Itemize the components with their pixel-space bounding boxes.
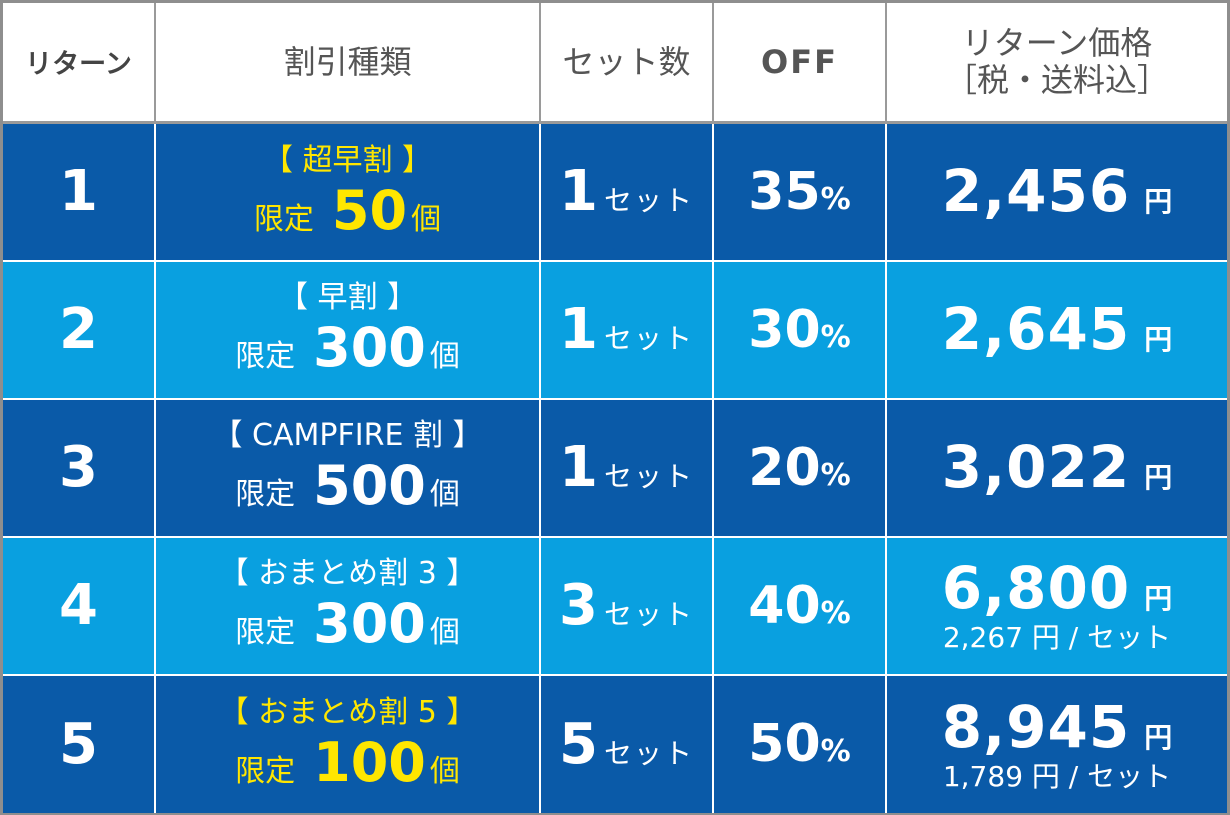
table-row: 2 【 早割 】 限定 300 個 1 セット 30% 2,645 円 [3,259,1227,399]
return-number: 5 [3,673,155,813]
off-cell: 20% [712,397,886,537]
set-count-cell: 1 セット [539,397,713,537]
set-count: 3 [559,573,598,638]
limit-count: 300 [313,316,426,380]
discount-name: 【 おまとめ割 5 】 [218,694,477,730]
return-price-table: リターン 割引種類 セット数 OFF リターン価格 ［税・送料込］ 1 【 超早… [3,3,1227,813]
set-count-cell: 1 セット [539,121,713,261]
header-return-price-note: ［税・送料込］ [944,61,1169,99]
table-row: 1 【 超早割 】 限定 50 個 1 セット 35% 2,456 円 [3,121,1227,261]
discount-type-cell: 【 早割 】 限定 300 個 [154,259,540,399]
limit-info: 限定 100 個 [235,730,460,794]
limit-count: 50 [331,178,408,242]
price-value: 2,456 [941,157,1131,226]
limit-info: 限定 300 個 [235,592,460,656]
limit-info: 限定 50 個 [253,178,442,242]
price-value: 8,945 [941,692,1131,761]
table-row: 4 【 おまとめ割 3 】 限定 300 個 3 セット 40% 6,800 円 2,26… [3,535,1227,675]
return-number: 4 [3,535,155,675]
price-value: 2,645 [941,295,1131,364]
discount-name: 【 CAMPFIRE 割 】 [212,418,483,454]
off-cell: 40% [712,535,886,675]
off-percent: 20 [748,437,821,498]
limit-count: 100 [313,730,426,794]
off-cell: 30% [712,259,886,399]
set-count: 1 [559,159,598,225]
table-row: 5 【 おまとめ割 5 】 限定 100 個 5 セット 50% 8,945 円 1,78… [3,673,1227,813]
limit-info: 限定 500 個 [235,454,460,518]
limit-count: 300 [313,592,426,656]
table-row: 3 【 CAMPFIRE 割 】 限定 500 個 1 セット 20% 3,022 円 [3,397,1227,537]
return-number: 2 [3,259,155,399]
price-per-set: 2,267 円 / セット [942,621,1172,655]
header-return-price: リターン価格 ［税・送料込］ [885,3,1227,124]
limit-info: 限定 300 個 [235,316,460,380]
discount-type-cell: 【 おまとめ割 5 】 限定 100 個 [154,673,540,813]
set-count-cell: 1 セット [539,259,713,399]
price-cell: 8,945 円 1,789 円 / セット [885,673,1227,813]
discount-type-cell: 【 CAMPFIRE 割 】 限定 500 個 [154,397,540,537]
limit-count: 500 [313,454,426,518]
table-header-row: リターン 割引種類 セット数 OFF リターン価格 ［税・送料込］ [3,3,1227,124]
discount-name: 【 おまとめ割 3 】 [218,556,477,592]
discount-name: 【 超早割 】 [262,142,433,178]
discount-type-cell: 【 おまとめ割 3 】 限定 300 個 [154,535,540,675]
header-off: OFF [712,3,886,124]
set-count: 5 [559,711,598,777]
return-number: 3 [3,397,155,537]
return-number: 1 [3,121,155,261]
off-percent: 35 [748,161,821,222]
set-count-cell: 5 セット [539,673,713,813]
header-discount-type: 割引種類 [154,3,540,124]
off-percent: 50 [748,714,821,774]
price-cell: 6,800 円 2,267 円 / セット [885,535,1227,675]
set-count: 1 [559,435,598,500]
price-value: 3,022 [941,433,1131,502]
discount-name: 【 早割 】 [277,280,418,316]
off-percent: 40 [748,575,821,636]
off-cell: 50% [712,673,886,813]
header-set-count: セット数 [539,3,713,124]
price-value: 6,800 [941,554,1131,623]
price-cell: 3,022 円 [885,397,1227,537]
price-cell: 2,456 円 [885,121,1227,261]
price-cell: 2,645 円 [885,259,1227,399]
header-return: リターン [3,3,155,124]
off-percent: 30 [748,299,821,360]
price-per-set: 1,789 円 / セット [942,759,1172,793]
set-count-cell: 3 セット [539,535,713,675]
set-count: 1 [559,297,598,362]
header-return-price-label: リターン価格 [961,24,1153,63]
off-cell: 35% [712,121,886,261]
discount-type-cell: 【 超早割 】 限定 50 個 [154,121,540,261]
